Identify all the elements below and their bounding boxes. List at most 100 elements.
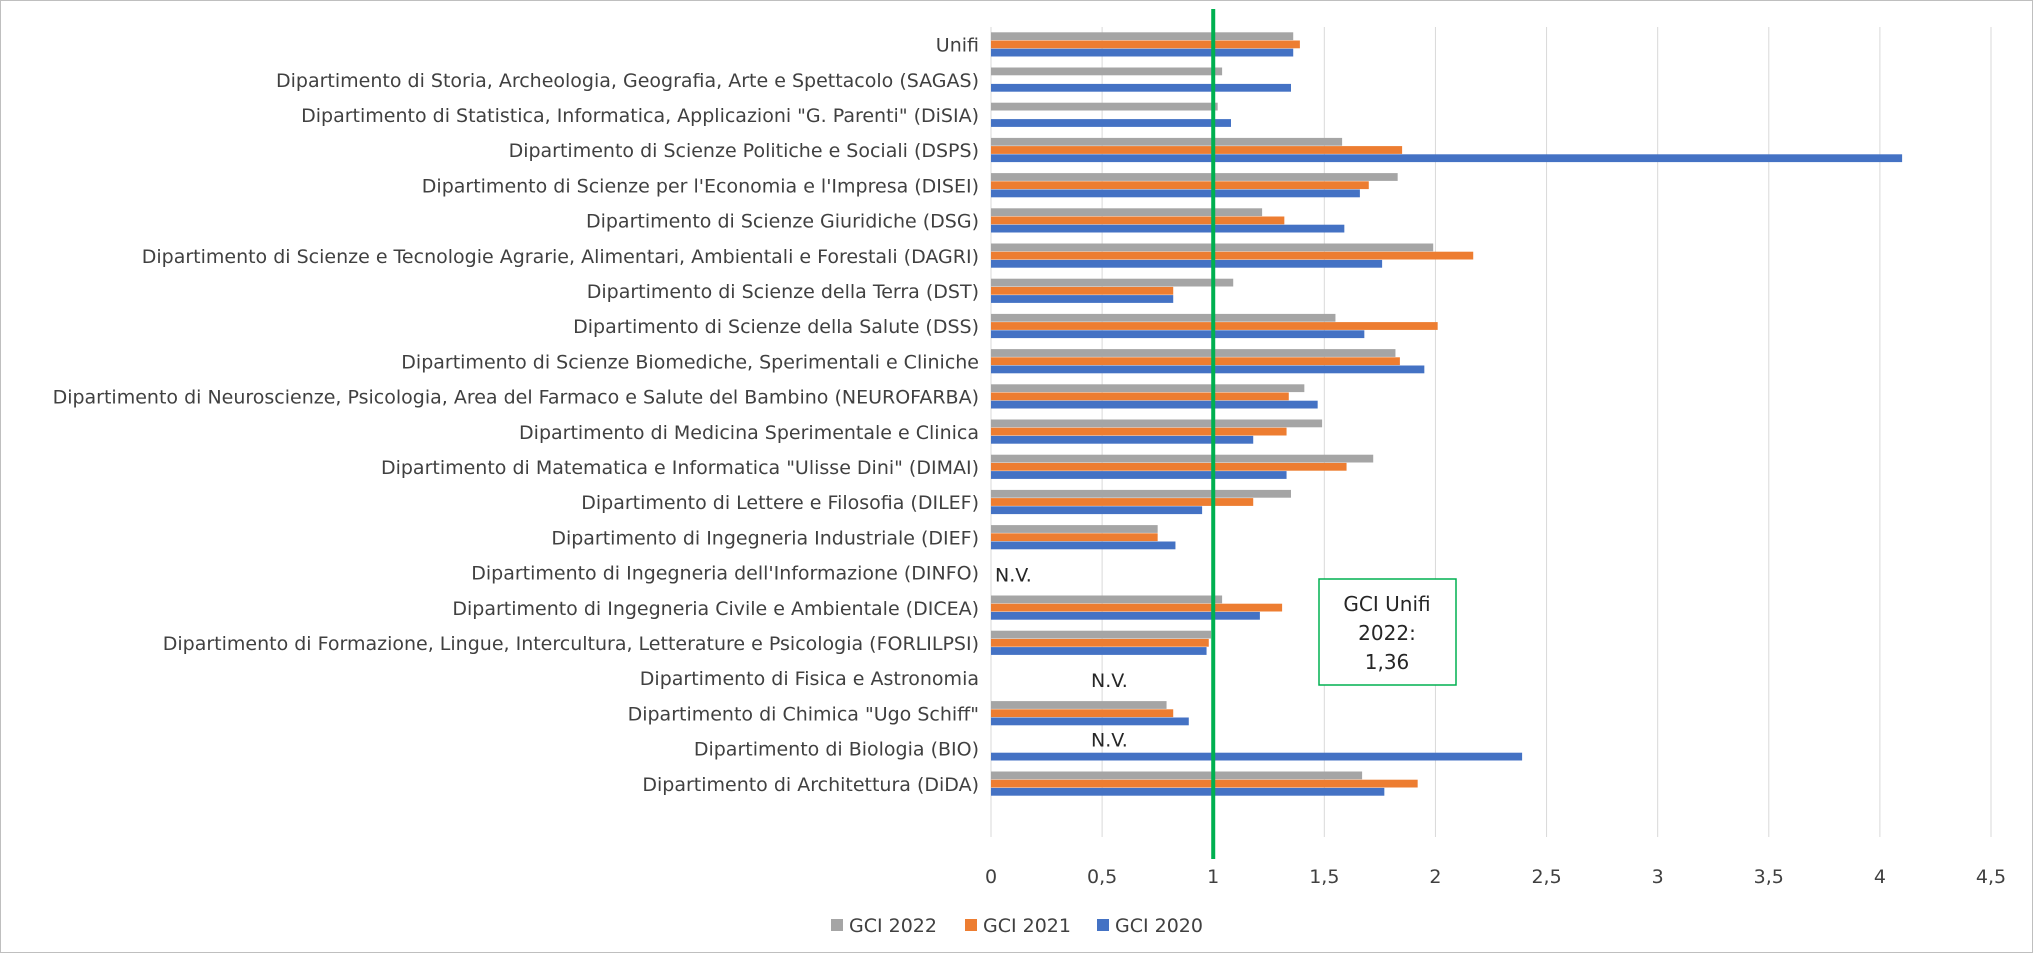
category-label: Dipartimento di Scienze per l'Economia e… [422,175,979,197]
category-label: Dipartimento di Scienze Giuridiche (DSG) [586,211,979,233]
bar-gci-2020 [991,83,1291,92]
bar-gci-2022 [991,489,1291,498]
x-tick-label: 0,5 [1087,866,1117,888]
bar-gci-2020 [991,224,1345,233]
category-label: Dipartimento di Formazione, Lingue, Inte… [163,633,979,655]
bar-gci-2021 [991,392,1289,401]
category-label: Dipartimento di Matematica e Informatica… [381,457,979,479]
bar-gci-2021 [991,286,1174,295]
bar-gci-2022 [991,595,1223,604]
bar-gci-2021 [991,146,1403,154]
x-tick-label: 4 [1874,866,1886,888]
legend-swatch [965,919,977,931]
bar-gci-2022 [991,208,1263,217]
x-tick-label: 3 [1652,866,1664,888]
bar-gci-2020 [991,647,1207,655]
bar-gci-2021 [991,216,1285,225]
x-tick-label: 1 [1207,866,1219,888]
bar-gci-2022 [991,137,1343,146]
annotation-text: 2022: [1358,621,1416,645]
category-label: Dipartimento di Ingegneria Industriale (… [551,527,979,549]
category-label: Dipartimento di Fisica e Astronomia [640,668,979,690]
bar-gci-2020 [991,295,1174,303]
bar-gci-2022 [991,384,1305,393]
bar-gci-2021 [991,357,1400,366]
bar-gci-2022 [991,173,1398,181]
category-label: Dipartimento di Ingegneria Civile e Ambi… [452,598,979,620]
category-label: Unifi [936,35,979,57]
bar-gci-2020 [991,541,1176,550]
bar-gci-2021 [991,498,1254,506]
category-label: Dipartimento di Scienze e Tecnologie Agr… [142,246,979,268]
bar-gci-2020 [991,717,1189,726]
category-label: Dipartimento di Lettere e Filosofia (DIL… [581,492,979,514]
bar-gci-2020 [991,400,1318,409]
bar-gci-2021 [991,709,1174,718]
bar-gci-2022 [991,419,1323,428]
bar-gci-2021 [991,638,1209,647]
bar-gci-2021 [991,181,1369,190]
bar-gci-2022 [991,349,1396,357]
bar-gci-2020 [991,752,1523,761]
x-tick-label: 4,5 [1976,866,2006,888]
legend-label: GCI 2022 [849,915,937,937]
bar-gci-2022 [991,278,1234,287]
x-tick-label: 3,5 [1754,866,1784,888]
category-label: Dipartimento di Ingegneria dell'Informaz… [471,563,979,585]
x-tick-label: 1,5 [1309,866,1339,888]
bar-gci-2021 [991,779,1418,788]
bar-gci-2022 [991,701,1167,709]
bar-gci-2020 [991,611,1260,620]
category-label: Dipartimento di Biologia (BIO) [694,739,979,761]
annotation-text: 1,36 [1365,650,1410,674]
category-label: Dipartimento di Architettura (DiDA) [642,774,979,796]
bar-gci-2022 [991,102,1218,111]
category-label: Dipartimento di Scienze Biomediche, Sper… [401,351,979,373]
bar-gci-2021 [991,533,1158,542]
legend-label: GCI 2021 [983,915,1071,937]
bar-gci-2020 [991,435,1254,444]
bar-gci-2022 [991,454,1374,463]
bar-gci-2022 [991,525,1158,533]
bar-gci-2020 [991,48,1294,57]
bar-gci-2020 [991,471,1287,479]
nv-label: N.V. [995,565,1032,587]
legend-swatch [831,919,843,931]
category-label: Dipartimento di Storia, Archeologia, Geo… [276,70,979,92]
bar-gci-2021 [991,603,1283,612]
bar-gci-2020 [991,189,1360,198]
legend-swatch [1097,919,1109,931]
nv-label: N.V. [1091,670,1128,692]
annotation-box [1318,578,1457,686]
bar-gci-2020 [991,154,1903,163]
category-label: Dipartimento di Chimica "Ugo Schiff" [628,703,979,725]
category-label: Dipartimento di Neuroscienze, Psicologia… [53,387,979,409]
legend-label: GCI 2020 [1115,915,1203,937]
category-label: Dipartimento di Scienze della Salute (DS… [573,316,979,338]
category-label: Dipartimento di Statistica, Informatica,… [301,105,979,127]
x-tick-label: 2 [1429,866,1441,888]
bar-gci-2020 [991,259,1383,268]
bar-gci-2020 [991,330,1365,339]
bar-gci-2021 [991,251,1474,260]
bar-gci-2022 [991,67,1223,76]
annotation-text: GCI Unifi [1343,592,1430,616]
bar-gci-2022 [991,313,1336,322]
bar-gci-2021 [991,427,1287,436]
nv-label: N.V. [1091,730,1128,752]
bar-gci-2021 [991,40,1300,49]
bar-gci-2022 [991,32,1294,41]
bar-gci-2020 [991,506,1203,515]
category-label: Dipartimento di Medicina Sperimentale e … [519,422,979,444]
bar-gci-2020 [991,787,1385,796]
bar-gci-2022 [991,771,1363,780]
bar-gci-2022 [991,630,1211,639]
bar-gci-2020 [991,119,1231,127]
x-tick-label: 2,5 [1531,866,1561,888]
bar-gci-2020 [991,365,1425,374]
category-label: Dipartimento di Scienze della Terra (DST… [587,281,979,303]
bar-gci-2021 [991,462,1347,471]
x-tick-label: 0 [985,866,997,888]
